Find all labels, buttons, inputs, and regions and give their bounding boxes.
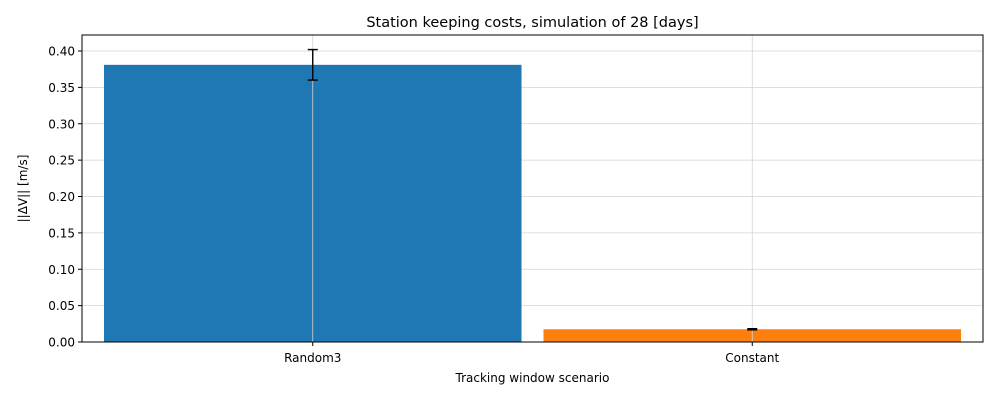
y-axis-label: ||ΔV|| [m/s] [16, 155, 30, 223]
y-tick-label: 0.20 [48, 190, 75, 204]
error-bar-random3 [307, 48, 318, 81]
error-bar-constant [747, 327, 758, 331]
error-bars [307, 35, 758, 342]
y-tick-label: 0.10 [48, 263, 75, 277]
y-axis-ticks: 0.00 0.05 0.10 0.15 0.20 0.25 0.30 0.35 0.40 [48, 45, 82, 350]
x-axis-label: Tracking window scenario [455, 371, 610, 385]
x-tick-label-constant: Constant [725, 351, 779, 365]
x-axis-ticks: Random3 Constant [284, 342, 780, 365]
y-tick-label: 0.40 [48, 45, 75, 59]
y-tick-label: 0.00 [48, 336, 75, 350]
y-tick-label: 0.05 [48, 299, 75, 313]
y-tick-label: 0.15 [48, 226, 75, 240]
bars [103, 64, 962, 342]
plot-frame [81, 34, 984, 343]
x-tick-label-random3: Random3 [284, 351, 341, 365]
y-tick-label: 0.25 [48, 154, 75, 168]
chart-title: Station keeping costs, simulation of 28 … [366, 15, 698, 31]
y-tick-label: 0.30 [48, 117, 75, 131]
y-tick-label: 0.35 [48, 81, 75, 95]
